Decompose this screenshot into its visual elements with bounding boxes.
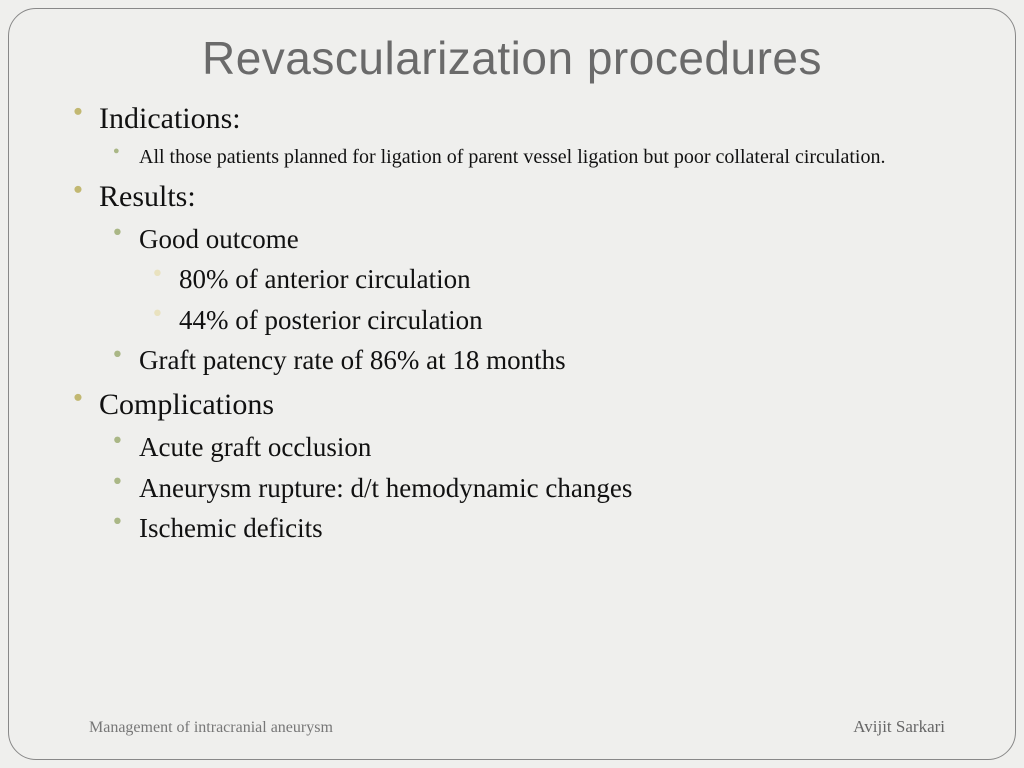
- indications-item: Indications: All those patients planned …: [99, 99, 965, 171]
- bullet-list-level1: Indications: All those patients planned …: [59, 99, 965, 547]
- complication-subitem: Aneurysm rupture: d/t hemodynamic change…: [139, 470, 965, 506]
- results-label: Results:: [99, 180, 196, 213]
- indications-label: Indications:: [99, 102, 241, 135]
- slide-frame: Revascularization procedures Indications…: [8, 8, 1016, 760]
- footer-right: Avijit Sarkari: [853, 717, 945, 737]
- good-outcome-sublist: 80% of anterior circulation 44% of poste…: [139, 261, 965, 338]
- results-sublist: Good outcome 80% of anterior circulation…: [99, 221, 965, 379]
- complications-sublist: Acute graft occlusion Aneurysm rupture: …: [99, 429, 965, 546]
- complications-item: Complications Acute graft occlusion Aneu…: [99, 385, 965, 547]
- complication-subitem: Acute graft occlusion: [139, 429, 965, 465]
- anterior-circulation-item: 80% of anterior circulation: [179, 261, 965, 297]
- graft-patency-item: Graft patency rate of 86% at 18 months: [139, 342, 965, 378]
- posterior-circulation-item: 44% of posterior circulation: [179, 302, 965, 338]
- footer-left: Management of intracranial aneurysm: [89, 719, 333, 737]
- indications-sublist: All those patients planned for ligation …: [99, 144, 965, 171]
- results-item: Results: Good outcome 80% of anterior ci…: [99, 177, 965, 379]
- slide-title: Revascularization procedures: [59, 31, 965, 85]
- complication-subitem: Ischemic deficits: [139, 510, 965, 546]
- indications-subitem: All those patients planned for ligation …: [139, 144, 965, 171]
- good-outcome-label: Good outcome: [139, 224, 299, 254]
- good-outcome-item: Good outcome 80% of anterior circulation…: [139, 221, 965, 338]
- complications-label: Complications: [99, 388, 274, 421]
